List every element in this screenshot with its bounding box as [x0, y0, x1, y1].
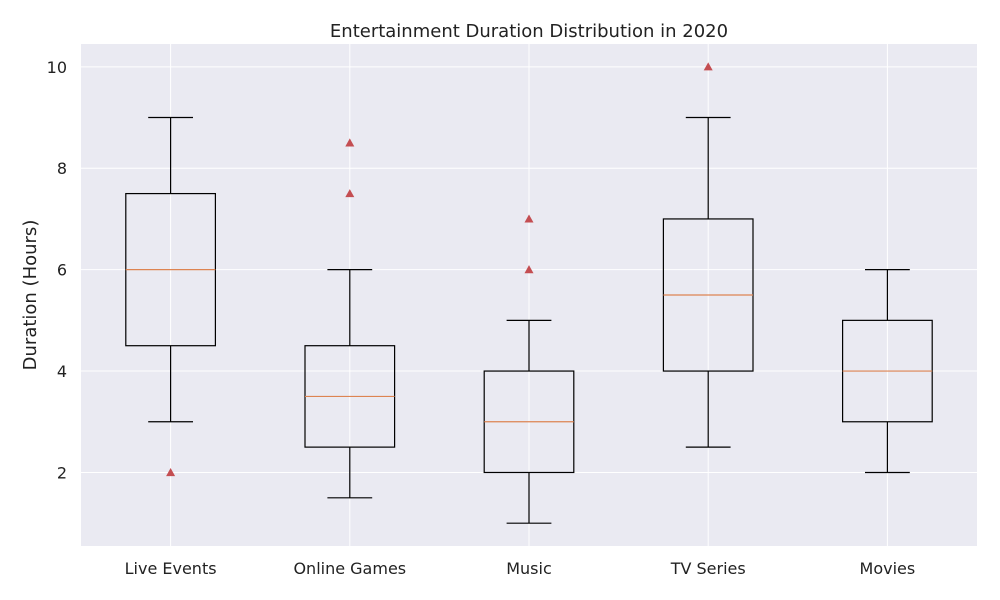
y-tick-label: 8: [57, 159, 67, 178]
chart-title: Entertainment Duration Distribution in 2…: [330, 21, 728, 42]
y-tick-label: 10: [47, 58, 67, 77]
x-tick-label: Online Games: [293, 559, 406, 578]
x-tick-label: TV Series: [670, 559, 746, 578]
y-tick-label: 6: [57, 261, 67, 280]
y-tick-label: 2: [57, 463, 67, 482]
y-tick-label: 4: [57, 362, 67, 381]
x-tick-label: Music: [506, 559, 552, 578]
x-tick-label: Live Events: [125, 559, 217, 578]
x-tick-label: Movies: [860, 559, 916, 578]
y-axis-label: Duration (Hours): [20, 220, 41, 371]
